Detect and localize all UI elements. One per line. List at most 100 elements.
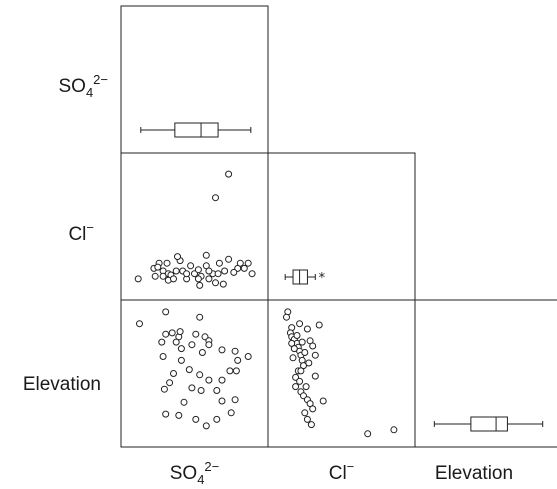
point-elev-vs-cl-38 <box>311 372 319 380</box>
point-elev-vs-so4-25 <box>231 347 239 355</box>
point-cl-vs-so4-40 <box>194 266 202 274</box>
point-elev-vs-so4-20 <box>218 376 226 384</box>
point-cl-vs-so4-20 <box>187 262 195 270</box>
point-elev-vs-cl-42 <box>390 426 398 434</box>
point-cl-vs-so4-24 <box>202 251 210 259</box>
point-elev-vs-so4-7 <box>176 328 184 336</box>
point-elev-vs-so4-42 <box>159 353 167 360</box>
point-elev-vs-so4-21 <box>226 367 234 375</box>
column-label-cl: Cl− <box>329 459 355 484</box>
point-elev-vs-cl-13 <box>292 373 300 381</box>
point-cl-vs-so4-17 <box>225 255 233 263</box>
point-elev-vs-so4-14 <box>198 349 206 356</box>
column-label-elev: Elevation <box>435 463 513 484</box>
point-elev-vs-so4-38 <box>213 415 221 423</box>
point-elev-vs-so4-35 <box>180 398 188 406</box>
point-cl-vs-so4-0 <box>134 275 142 283</box>
boxplot-cl-box <box>292 269 308 285</box>
point-elev-vs-cl-20 <box>309 405 317 413</box>
point-cl-vs-so4-16 <box>236 259 244 267</box>
point-cl-vs-so4-33 <box>196 281 204 289</box>
point-elev-vs-cl-40 <box>296 320 304 328</box>
point-cl-vs-so4-13 <box>240 264 248 272</box>
point-elev-vs-cl-15 <box>302 383 310 391</box>
point-elev-vs-so4-31 <box>197 387 205 394</box>
point-elev-vs-so4-23 <box>234 356 242 364</box>
point-elev-vs-so4-32 <box>213 387 221 394</box>
point-elev-vs-so4-24 <box>244 353 252 360</box>
point-elev-vs-so4-19 <box>205 376 213 384</box>
point-cl-vs-so4-30 <box>170 275 177 283</box>
panel-frames <box>120 5 557 448</box>
point-cl-vs-so4-25 <box>174 253 181 261</box>
panel-frame-elev-so4 <box>120 299 269 448</box>
point-cl-vs-so4-38 <box>154 263 162 271</box>
point-cl-vs-so4-32 <box>194 275 202 283</box>
point-cl-vs-so4-14 <box>248 270 256 278</box>
point-elev-vs-so4-2 <box>196 313 204 321</box>
point-elev-vs-so4-4 <box>168 329 176 337</box>
panel-frame-cl-cl <box>267 152 416 301</box>
panel-frame-elev-cl <box>267 299 416 448</box>
point-elev-vs-cl-32 <box>298 338 306 346</box>
boxplot-so4-box <box>174 122 219 138</box>
point-cl-vs-so4-37 <box>230 268 238 276</box>
point-elev-vs-cl-22 <box>303 415 311 423</box>
chart-marks: * <box>134 122 544 438</box>
boxplot-cl-outlier-0: * <box>319 271 326 286</box>
point-elev-vs-cl-33 <box>288 339 296 347</box>
point-cl-vs-so4-42 <box>225 170 233 178</box>
point-cl-vs-so4-34 <box>205 275 213 283</box>
point-elev-vs-so4-10 <box>188 341 196 349</box>
point-cl-vs-so4-28 <box>159 272 167 280</box>
point-elev-vs-so4-28 <box>160 385 168 393</box>
point-elev-vs-so4-13 <box>205 341 213 349</box>
point-elev-vs-cl-31 <box>319 397 327 405</box>
row-label-so4: SO42− <box>58 72 108 100</box>
point-elev-vs-so4-1 <box>162 308 170 316</box>
point-cl-vs-so4-15 <box>244 259 252 267</box>
point-elev-vs-so4-34 <box>218 397 226 405</box>
panel-frame-elevation-diag <box>414 299 557 448</box>
point-cl-vs-so4-27 <box>151 272 159 280</box>
point-elev-vs-so4-27 <box>170 370 177 377</box>
point-elev-vs-cl-39 <box>303 325 311 333</box>
point-elev-vs-cl-1 <box>283 313 290 321</box>
panel-frame-cl-so4 <box>120 152 269 301</box>
point-cl-vs-so4-10 <box>214 270 222 278</box>
point-elev-vs-so4-39 <box>202 422 210 430</box>
point-elev-vs-cl-30 <box>315 321 323 329</box>
point-elev-vs-cl-21 <box>301 409 309 417</box>
point-cl-vs-so4-11 <box>221 267 229 275</box>
point-elev-vs-cl-23 <box>307 421 315 429</box>
point-elev-vs-so4-36 <box>162 410 170 418</box>
point-cl-vs-so4-31 <box>183 270 191 278</box>
point-cl-vs-so4-22 <box>163 259 171 267</box>
row-label-cl: Cl− <box>68 220 94 245</box>
point-elev-vs-so4-3 <box>162 330 170 338</box>
point-elev-vs-so4-29 <box>166 379 174 387</box>
point-elev-vs-cl-35 <box>301 349 309 356</box>
point-elev-vs-so4-30 <box>188 384 196 392</box>
point-elev-vs-so4-41 <box>227 409 235 417</box>
point-elev-vs-cl-14 <box>296 377 304 385</box>
point-cl-vs-so4-41 <box>212 194 219 202</box>
point-elev-vs-cl-26 <box>293 332 301 339</box>
point-elev-vs-cl-28 <box>305 359 313 367</box>
point-elev-vs-so4-0 <box>136 320 143 328</box>
point-elev-vs-so4-15 <box>177 345 185 353</box>
point-elev-vs-so4-33 <box>231 396 239 404</box>
point-elev-vs-so4-16 <box>177 356 185 364</box>
point-elev-vs-so4-17 <box>185 366 193 374</box>
point-elev-vs-so4-18 <box>196 371 204 379</box>
point-elev-vs-so4-22 <box>232 367 240 375</box>
point-elev-vs-cl-34 <box>292 383 300 391</box>
column-label-so4: SO42− <box>170 459 220 487</box>
point-cl-vs-so4-39 <box>205 267 213 275</box>
boxplot-elev-box <box>470 416 508 432</box>
point-elev-vs-cl-27 <box>297 367 305 375</box>
point-cl-vs-so4-35 <box>212 279 219 287</box>
point-elev-vs-cl-29 <box>311 351 319 359</box>
point-cl-vs-so4-18 <box>215 259 223 267</box>
